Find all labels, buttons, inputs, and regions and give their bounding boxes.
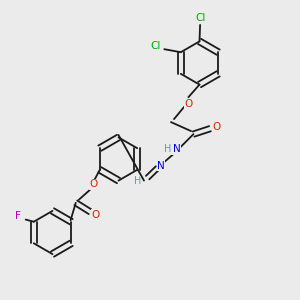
Text: H: H bbox=[134, 176, 141, 186]
Text: H: H bbox=[164, 144, 172, 154]
Text: F: F bbox=[15, 211, 21, 221]
Text: O: O bbox=[92, 210, 100, 220]
Text: Cl: Cl bbox=[150, 41, 160, 51]
Text: O: O bbox=[184, 99, 193, 109]
Text: O: O bbox=[212, 122, 221, 133]
Text: O: O bbox=[90, 179, 98, 189]
Text: Cl: Cl bbox=[195, 13, 205, 23]
Text: N: N bbox=[172, 144, 180, 154]
Text: N: N bbox=[157, 160, 165, 171]
